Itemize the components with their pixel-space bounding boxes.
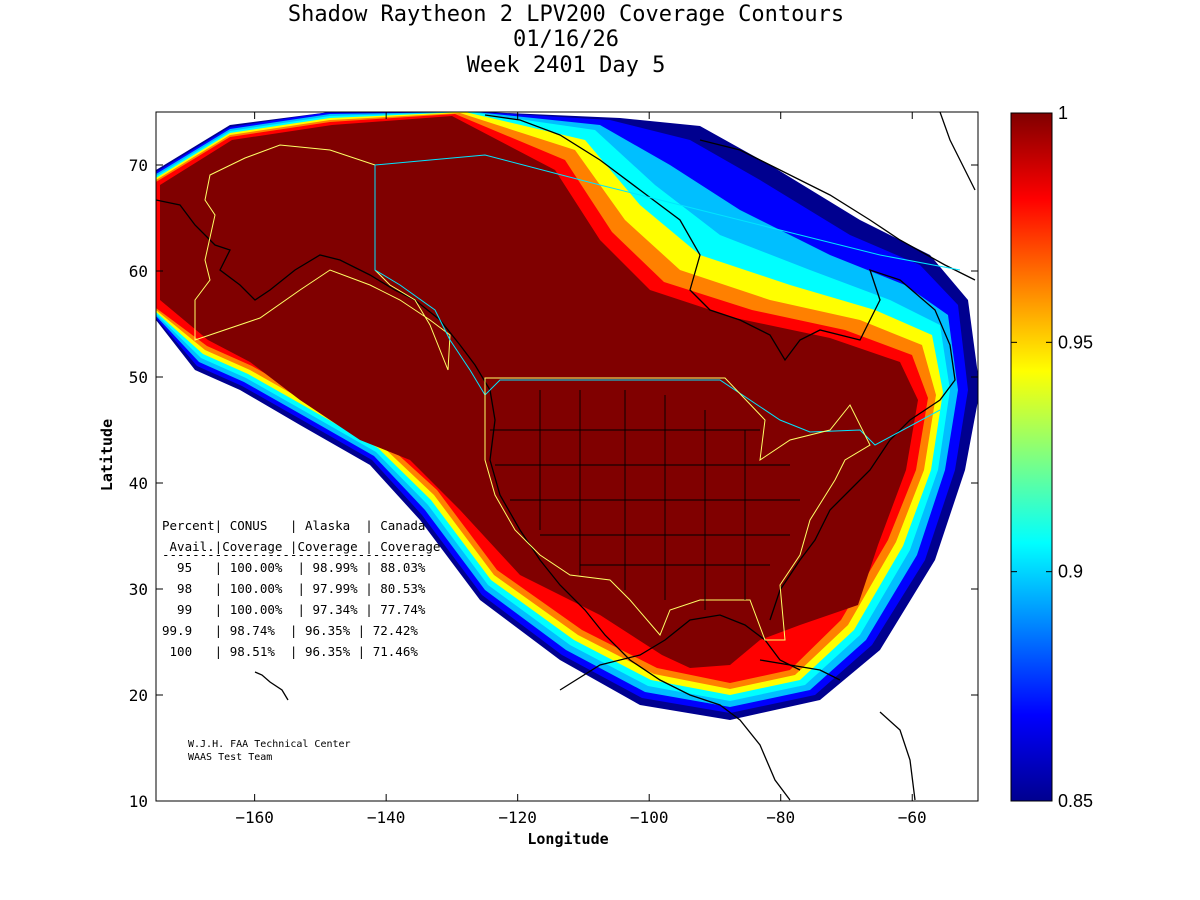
y-tick-label: 40 xyxy=(129,474,148,493)
contour-band-100 xyxy=(160,116,918,668)
x-axis-label: Longitude xyxy=(527,830,608,848)
colorbar-tick-label: 0.9 xyxy=(1058,562,1083,582)
table-row: 95 | 100.00% | 98.99% | 88.03% xyxy=(162,560,426,575)
x-tick-label: −140 xyxy=(367,808,406,827)
coastlines xyxy=(156,112,976,801)
x-axis: −160 −140 −120 −100 −80 −60 xyxy=(235,112,927,827)
table-header-1: Percent| CONUS | Alaska | Canada xyxy=(162,518,425,533)
colorbar-tick-label: 1 xyxy=(1058,103,1068,123)
conus-boundary xyxy=(484,377,871,641)
x-tick-label: −100 xyxy=(630,808,669,827)
chart-title-line-1: Shadow Raytheon 2 LPV200 Coverage Contou… xyxy=(288,2,844,27)
table-header-2: Avail.|Coverage |Coverage | Coverage xyxy=(162,539,440,554)
y-axis-label: Latitude xyxy=(98,419,116,491)
canada-boundary xyxy=(374,154,961,446)
colorbar-ticks: 1 0.95 0.9 0.85 xyxy=(1011,103,1093,811)
colorbar-gradient xyxy=(1010,112,1053,802)
colorbar: 1 0.95 0.9 0.85 xyxy=(1010,103,1093,811)
y-tick-label: 30 xyxy=(129,580,148,599)
credit-line-2: WAAS Test Team xyxy=(188,752,272,763)
plot-frame xyxy=(155,111,979,802)
y-tick-label: 50 xyxy=(129,368,148,387)
chart-title-line-2: 01/16/26 xyxy=(513,27,619,52)
y-axis: 10 20 30 40 50 60 70 xyxy=(129,156,978,811)
x-tick-label: −160 xyxy=(235,808,274,827)
state-outlines xyxy=(490,390,800,610)
y-tick-label: 20 xyxy=(129,686,148,705)
credit-line-1: W.J.H. FAA Technical Center xyxy=(188,739,351,750)
table-row: 100 | 98.51% | 96.35% | 71.46% xyxy=(162,644,418,659)
colorbar-tick-label: 0.85 xyxy=(1058,791,1093,811)
y-tick-label: 60 xyxy=(129,262,148,281)
x-tick-label: −80 xyxy=(766,808,795,827)
y-tick-label: 10 xyxy=(129,792,148,811)
region-boundaries xyxy=(194,144,961,641)
y-tick-label: 70 xyxy=(129,156,148,175)
coverage-map xyxy=(156,112,978,801)
x-tick-label: −60 xyxy=(898,808,927,827)
table-row: 99 | 100.00% | 97.34% | 77.74% xyxy=(162,602,426,617)
alaska-boundary xyxy=(194,144,451,371)
table-row: 98 | 100.00% | 97.99% | 80.53% xyxy=(162,581,426,596)
table-row: 99.9 | 98.74% | 96.35% | 72.42% xyxy=(162,623,418,638)
colorbar-tick-label: 0.95 xyxy=(1058,332,1093,352)
x-tick-label: −120 xyxy=(498,808,537,827)
coverage-contours xyxy=(156,112,978,720)
coverage-table: Percent| CONUS | Alaska | Canada Avail.|… xyxy=(162,518,440,659)
chart-title-line-3: Week 2401 Day 5 xyxy=(467,53,666,78)
table-separator: ------------------------------------ xyxy=(162,547,433,562)
